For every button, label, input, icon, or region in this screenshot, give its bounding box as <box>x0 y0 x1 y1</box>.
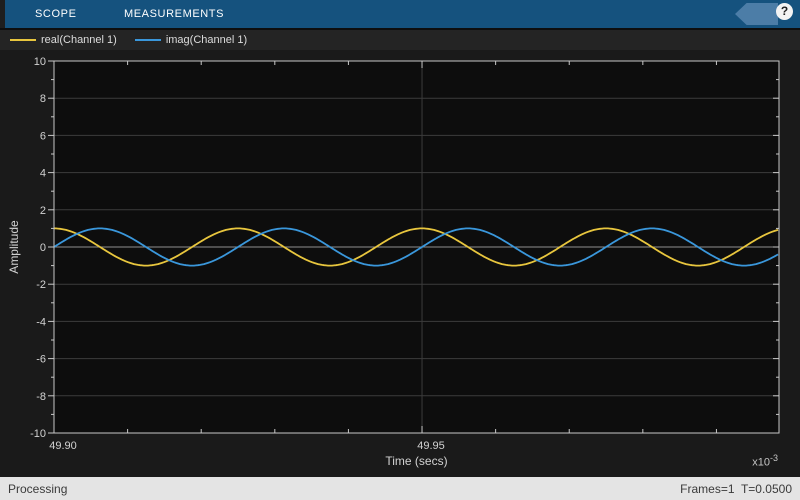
plot-region: -10 -8 -6 -4 -2 0 2 4 6 8 10 49.90 49.95 Amplitude T… <box>0 50 800 477</box>
legend-line-imag-icon <box>134 39 161 41</box>
svg-text:-10: -10 <box>30 428 46 440</box>
legend-bar: real(Channel 1) imag(Channel 1) <box>0 28 800 50</box>
legend-item-real[interactable]: real(Channel 1) <box>10 34 117 46</box>
legend-line-real-icon <box>10 39 36 41</box>
help-badge <box>735 3 778 25</box>
svg-text:2: 2 <box>40 205 46 217</box>
svg-text:49.95: 49.95 <box>417 440 445 452</box>
tab-scope[interactable]: SCOPE <box>35 8 77 20</box>
status-message: Processing <box>8 481 68 496</box>
y-axis-title: Amplitude <box>7 220 21 274</box>
svg-text:-4: -4 <box>36 316 46 328</box>
waveform-chart[interactable]: -10 -8 -6 -4 -2 0 2 4 6 8 10 49.90 49.95 <box>0 50 800 477</box>
svg-text:-6: -6 <box>36 354 46 366</box>
svg-text:8: 8 <box>40 93 46 105</box>
svg-text:-8: -8 <box>36 391 46 403</box>
svg-text:10: 10 <box>34 56 46 68</box>
svg-text:4: 4 <box>40 168 46 180</box>
svg-text:6: 6 <box>40 130 46 142</box>
svg-text:49.90: 49.90 <box>49 440 77 452</box>
status-bar: Processing Frames=1 T=0.0500 <box>0 477 800 500</box>
help-icon[interactable]: ? <box>776 2 793 20</box>
legend-label-real: real(Channel 1) <box>41 34 117 46</box>
x-axis-multiplier: x10-3 <box>752 453 778 469</box>
x-axis-title: Time (secs) <box>385 454 448 468</box>
legend-item-imag[interactable]: imag(Channel 1) <box>134 34 248 46</box>
toolstrip: SCOPE MEASUREMENTS ? <box>0 0 800 28</box>
svg-text:0: 0 <box>40 242 46 254</box>
frames-time-readout: Frames=1 T=0.0500 <box>680 481 792 496</box>
legend-label-imag: imag(Channel 1) <box>165 34 248 46</box>
tab-measurements[interactable]: MEASUREMENTS <box>123 8 225 20</box>
svg-text:-2: -2 <box>36 279 46 291</box>
